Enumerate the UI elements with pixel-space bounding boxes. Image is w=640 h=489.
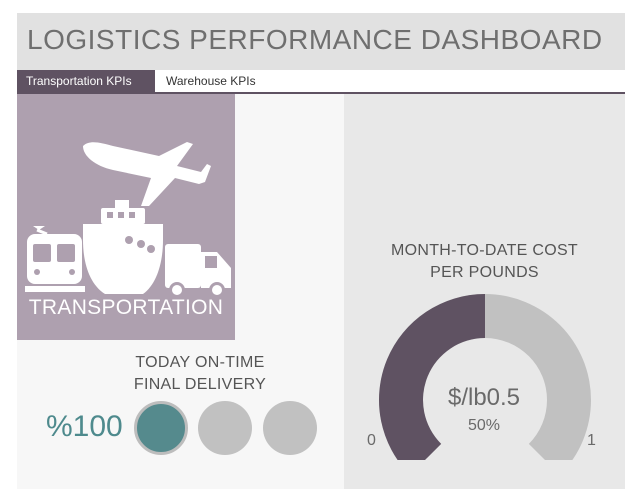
- on-time-delivery-value: %100: [46, 410, 123, 443]
- gauge-percent: 50%: [467, 417, 501, 434]
- train-icon: [25, 226, 85, 292]
- on-time-title-line1: TODAY ON-TIME: [135, 354, 265, 371]
- dashboard-header: LOGISTICS PERFORMANCE DASHBOARD: [17, 13, 625, 70]
- cost-per-pound-title: MONTH-TO-DATE COST PER POUNDS: [344, 240, 625, 284]
- delivery-indicator-3: [263, 401, 317, 455]
- on-time-delivery-title: TODAY ON-TIME FINAL DELIVERY: [100, 352, 300, 396]
- transportation-illustration: [25, 142, 231, 298]
- gauge-max-label: 1: [587, 432, 596, 449]
- airplane-icon: [83, 142, 211, 206]
- transportation-tile: TRANSPORTATION: [17, 94, 235, 340]
- cost-gauge: [379, 294, 591, 460]
- transportation-label: TRANSPORTATION: [28, 296, 224, 319]
- gauge-value: $/lb0.5: [447, 384, 521, 411]
- ship-icon: [83, 200, 163, 294]
- tab-warehouse-kpis[interactable]: Warehouse KPIs: [166, 74, 256, 88]
- cost-title-line2: PER POUNDS: [430, 264, 539, 281]
- on-time-title-line2: FINAL DELIVERY: [133, 376, 267, 393]
- cost-title-line1: MONTH-TO-DATE COST: [390, 242, 579, 259]
- page-title: LOGISTICS PERFORMANCE DASHBOARD: [27, 24, 603, 55]
- tab-transportation-kpis[interactable]: Transportation KPIs: [17, 70, 155, 92]
- delivery-indicator-1: [134, 401, 188, 455]
- gauge-fill: [379, 294, 485, 460]
- delivery-indicator-2: [198, 401, 252, 455]
- truck-icon: [165, 244, 231, 298]
- gauge-min-label: 0: [367, 432, 376, 449]
- tab-bar: Transportation KPIs Warehouse KPIs: [17, 70, 625, 94]
